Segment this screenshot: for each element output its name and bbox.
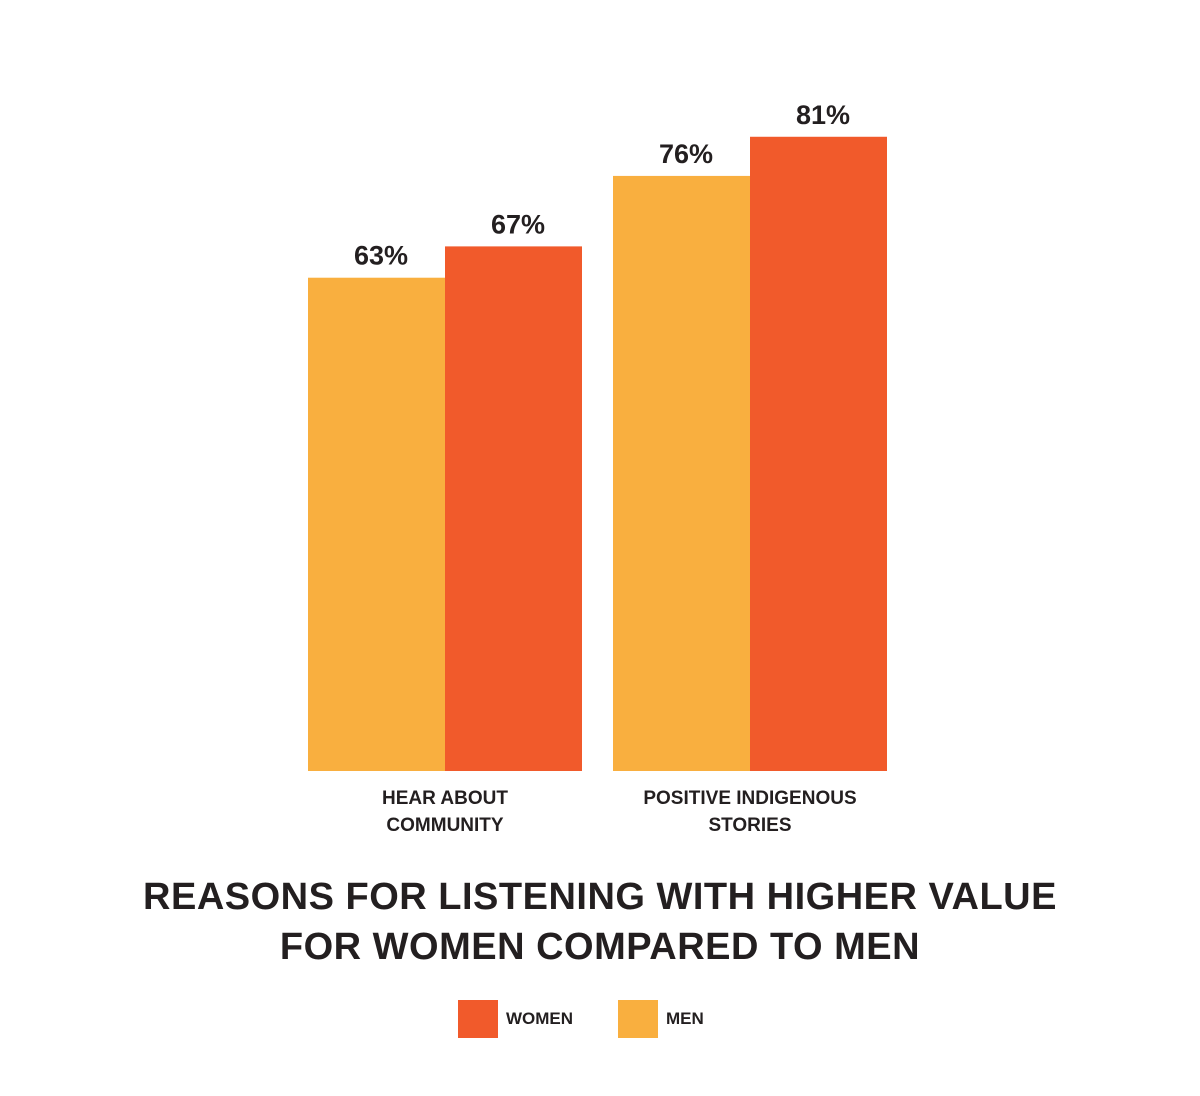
bar-men-1 — [308, 277, 445, 771]
bar-men-2 — [613, 175, 750, 772]
bar-women-2 — [750, 136, 887, 771]
category-label-1: HEAR ABOUT COMMUNITY — [382, 788, 508, 836]
legend-swatch-women — [458, 1000, 498, 1038]
legend-label-men: MEN — [666, 1009, 704, 1028]
chart-title-line-1: REASONS FOR LISTENING WITH HIGHER VALUE — [143, 876, 1057, 918]
bar-chart: 63% 67% HEAR ABOUT COMMUNITY 76% 81% POSITIVE … — [308, 100, 887, 836]
value-label-men-1: 63% — [354, 241, 408, 271]
legend-label-women: WOMEN — [506, 1009, 574, 1028]
category-label-2-line-2: STORIES — [708, 815, 791, 836]
chart-title-line-2: FOR WOMEN COMPARED TO MEN — [279, 926, 921, 968]
value-label-men-2: 76% — [659, 139, 713, 169]
value-label-women-1: 67% — [491, 209, 545, 239]
category-label-1-line-1: HEAR ABOUT — [382, 788, 508, 809]
value-label-women-2: 81% — [796, 100, 850, 130]
legend-swatch-men — [618, 1000, 658, 1038]
category-label-2: POSITIVE INDIGENOUS STORIES — [643, 788, 856, 836]
chart-title: REASONS FOR LISTENING WITH HIGHER VALUE … — [0, 872, 1200, 972]
category-label-1-line-2: COMMUNITY — [386, 815, 503, 836]
legend: WOMEN MEN — [0, 1000, 1200, 1040]
bar-women-1 — [445, 246, 582, 771]
category-label-2-line-1: POSITIVE INDIGENOUS — [643, 788, 856, 809]
